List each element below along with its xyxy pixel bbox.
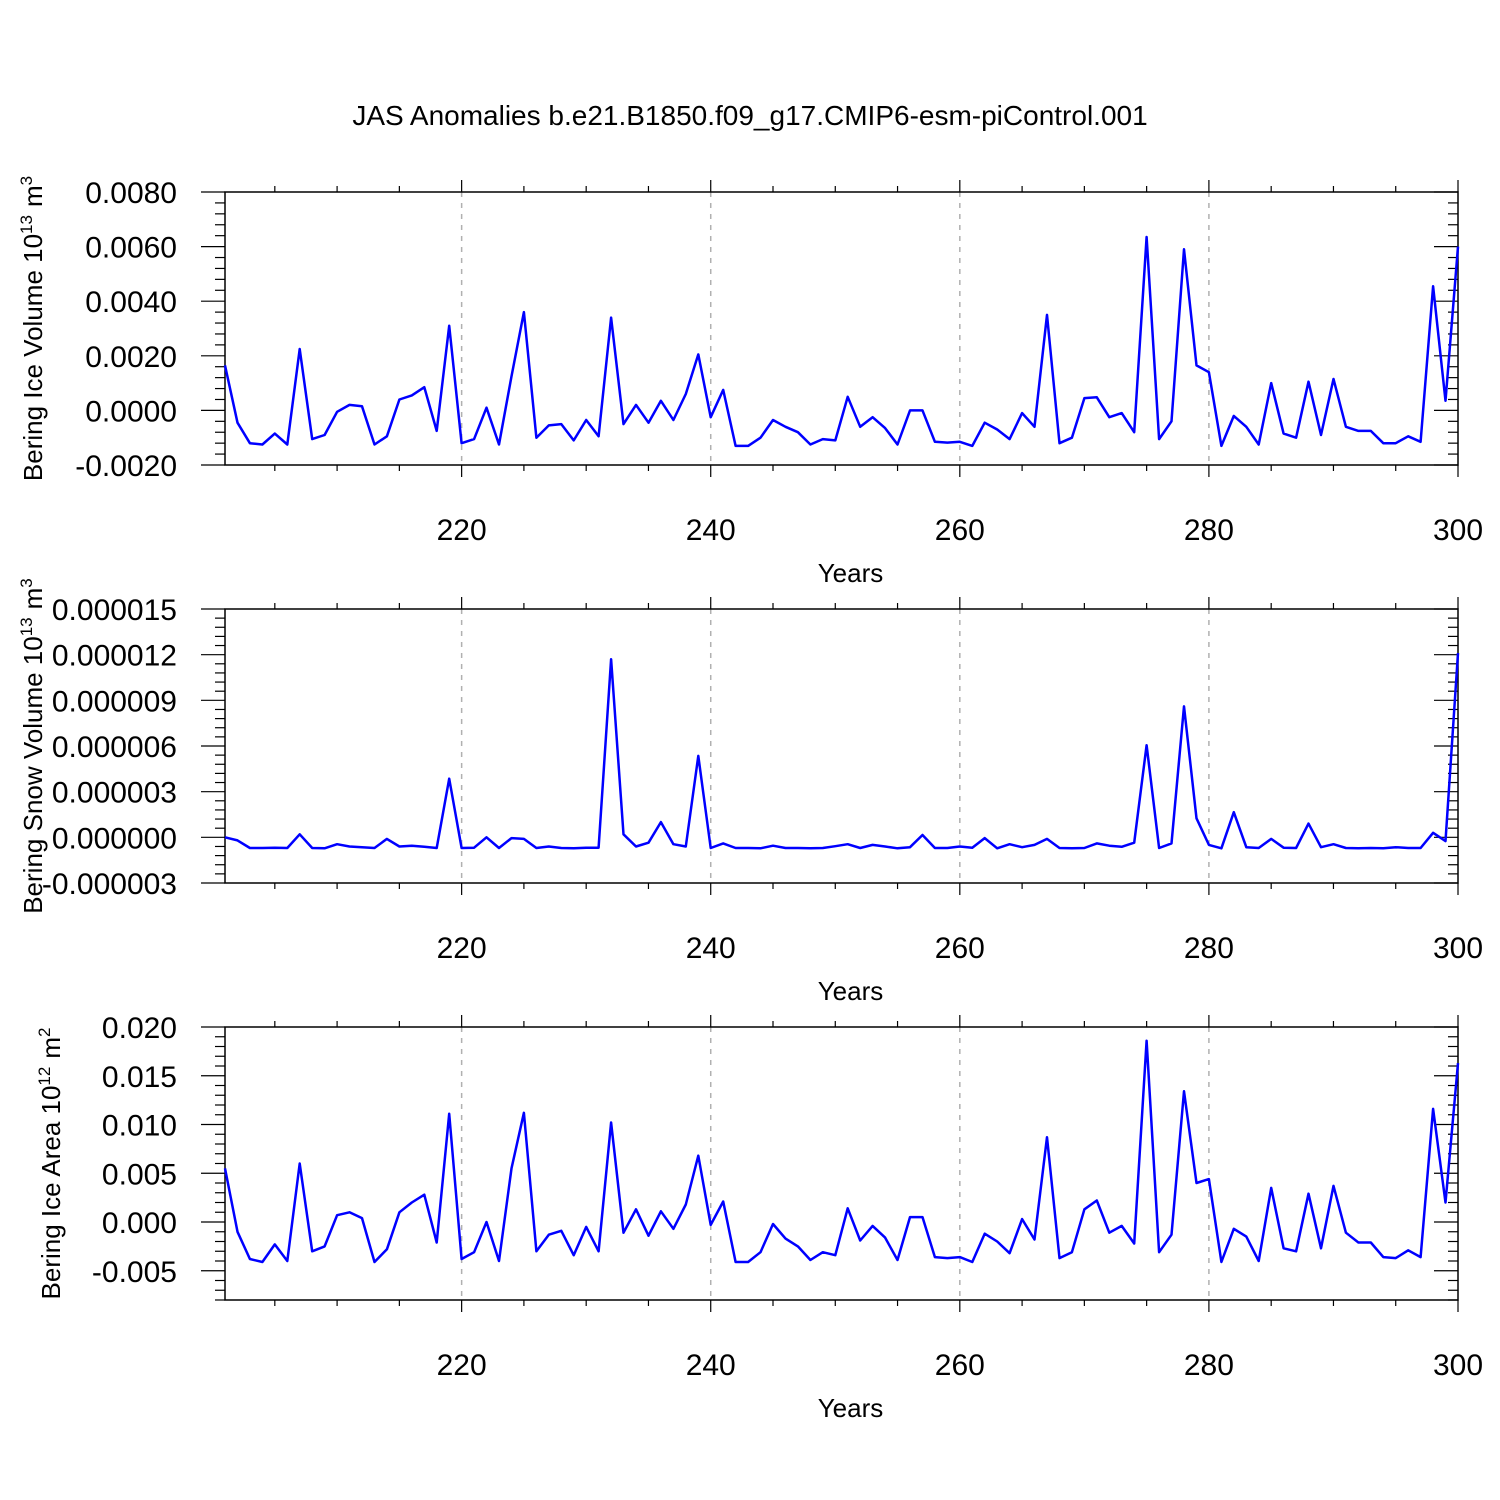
y-axis-label-text: Bering Ice Area 10 [36,1086,66,1300]
y-tick-label: -0.000003 [42,868,177,901]
y-tick-label: 0.000 [102,1207,177,1240]
x-tick-label: 220 [437,514,487,547]
x-tick-label: 220 [437,932,487,965]
x-tick-label: 280 [1184,932,1234,965]
x-tick-label: 240 [686,514,736,547]
x-tick-label: 300 [1433,932,1483,965]
y-tick-label: 0.000000 [52,822,177,855]
chart-panel-1: 220 240 260 280 300 Years -0.0020 0.0000 0.0020 0… [17,176,1483,588]
x-tick-label: 300 [1433,514,1483,547]
y-axis-label-text: Bering Snow Volume 10 [18,636,48,914]
y-tick-label: 0.015 [102,1061,177,1094]
y-axis-label: Bering Ice Volume 1013 m3 [17,176,48,481]
y-axis-label-exponent: 13 [17,215,36,234]
chart-panel-2: 220 240 260 280 300 Years -0.000003 0.000000 0.0… [17,578,1483,1006]
y-axis-label-unit-exponent: 3 [17,578,36,587]
y-tick-label: 0.000015 [52,594,177,627]
x-tick-label: 260 [935,1349,985,1382]
y-tick-label: 0.0000 [85,395,177,428]
y-axis-label: Bering Ice Area 1012 m2 [35,1028,66,1300]
y-tick-label: 0.0040 [85,286,177,319]
y-tick-label: 0.0080 [85,177,177,210]
plot-frame [224,1026,1459,1301]
x-tick-label: 220 [437,1349,487,1382]
x-tick-label: 300 [1433,1349,1483,1382]
plot-frame [224,191,1459,466]
data-series-line [223,235,1460,448]
y-tick-label: -0.0020 [75,450,177,483]
x-tick-label: 280 [1184,514,1234,547]
x-axis-label: Years [818,976,884,1006]
data-series-line [223,1039,1460,1264]
y-tick-label: 0.000012 [52,640,177,673]
figure-title: JAS Anomalies b.e21.B1850.f09_g17.CMIP6-… [352,100,1148,131]
y-axis-label-text: Bering Ice Volume 10 [18,234,48,481]
y-axis-label-unit: m [36,1037,66,1059]
x-axis-label: Years [818,1393,884,1423]
plot-frame [224,608,1459,884]
x-axis-label: Years [818,558,884,588]
y-axis-label-exponent: 12 [35,1067,54,1086]
y-axis-label-unit-exponent: 2 [35,1028,54,1037]
y-axis-label-unit: m [18,185,48,207]
y-tick-label: 0.010 [102,1110,177,1143]
x-tick-label: 260 [935,932,985,965]
x-tick-label: 260 [935,514,985,547]
y-tick-label: 0.005 [102,1158,177,1191]
y-tick-label: 0.0060 [85,232,177,265]
x-tick-label: 280 [1184,1349,1234,1382]
chart-panel-3: 220 240 260 280 300 Years -0.005 0.000 0.005 0.01… [35,1012,1483,1423]
y-tick-label: 0.000009 [52,685,177,718]
y-axis-label-exponent: 13 [17,617,36,636]
data-series-line [224,653,1460,850]
y-axis-label: Bering Snow Volume 1013 m3 [17,578,48,914]
x-tick-label: 240 [686,1349,736,1382]
y-tick-label: 0.000006 [52,731,177,764]
y-tick-label: -0.005 [92,1256,177,1289]
y-tick-label: 0.0020 [85,341,177,374]
y-tick-label: 0.000003 [52,777,177,810]
y-axis-label-unit-exponent: 3 [17,176,36,185]
y-axis-label-unit: m [18,588,48,610]
y-tick-label: 0.020 [102,1012,177,1045]
x-tick-label: 240 [686,932,736,965]
